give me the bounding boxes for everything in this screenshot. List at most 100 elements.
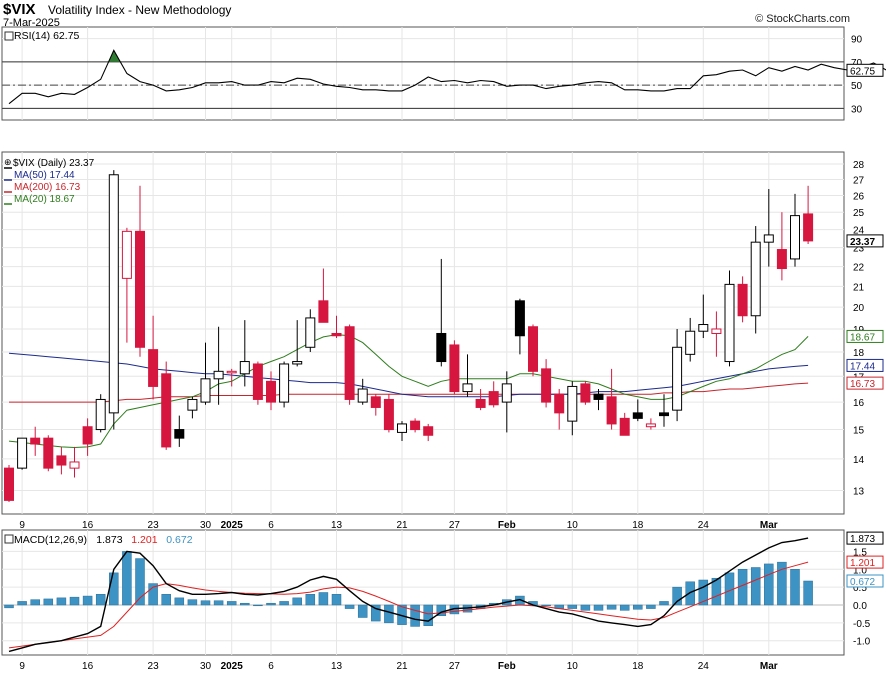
price-legend-entry: MA(50) 17.44: [14, 170, 75, 181]
candle-body: [501, 383, 512, 403]
chart-name: Volatility Index - New Methodology: [48, 3, 232, 17]
macd-histogram-bar: [43, 598, 54, 606]
price-last-value: 17.44: [850, 361, 875, 372]
macd-last-value-box: [846, 574, 884, 588]
candle-body: [161, 373, 172, 448]
macd-x-label: 18: [632, 661, 644, 672]
price-x-label: 21: [396, 520, 408, 531]
candle-body: [95, 398, 106, 431]
candle-body: [672, 346, 683, 411]
price-tick-label: 13: [853, 486, 865, 497]
macd-histogram-bar: [292, 597, 302, 606]
candle-body: [763, 234, 774, 243]
macd-histogram-bar: [410, 604, 420, 627]
price-tick-label: 23: [853, 244, 865, 255]
candle-body: [685, 330, 696, 355]
candle-body: [659, 412, 669, 417]
macd-histogram-bar: [148, 583, 158, 606]
macd-histogram-bar: [384, 604, 394, 624]
macd-histogram-bar: [279, 601, 289, 606]
macd-histogram-bar: [69, 596, 80, 606]
macd-histogram-bar: [750, 567, 761, 606]
candle-body: [541, 368, 552, 403]
price-tick-label: 15: [853, 426, 865, 437]
macd-histogram-bar: [711, 577, 722, 606]
candle-body: [776, 249, 787, 270]
candle-body: [462, 383, 473, 393]
macd-histogram-bar: [200, 600, 211, 606]
price-x-label: 27: [449, 520, 461, 531]
macd-tick-label: 0.0: [853, 601, 867, 612]
candle-body: [344, 326, 355, 400]
price-x-label: 6: [268, 520, 274, 531]
macd-histogram-bar: [580, 604, 591, 611]
macd-x-label: 21: [396, 661, 408, 672]
macd-histogram-bar: [672, 586, 682, 606]
price-x-label: Feb: [498, 520, 516, 531]
candle-body: [148, 349, 159, 387]
chart-date: 7-Mar-2025: [3, 17, 60, 29]
rsi-tick-label: 30: [851, 104, 863, 115]
rsi-overbought-fill: [108, 50, 121, 62]
candle-body: [724, 283, 735, 363]
macd-x-label: 27: [449, 661, 461, 672]
macd-last-value-box: [846, 555, 884, 569]
macd-signal-line: [8, 561, 809, 649]
price-last-value-box: [846, 234, 884, 248]
rsi-legend-icon: [4, 31, 14, 41]
macd-histogram-bar: [344, 604, 355, 609]
rsi-line: [8, 49, 886, 105]
macd-tick-label: 1.0: [853, 565, 867, 576]
macd-histogram-bar: [777, 561, 787, 606]
candle-body: [305, 317, 316, 348]
price-legend-entry: MA(200) 16.73: [14, 182, 81, 193]
macd-last-value: 1.201: [850, 558, 875, 569]
price-x-label: 30: [200, 520, 212, 531]
candle-body: [17, 437, 28, 469]
price-x-label: 24: [698, 520, 710, 531]
price-tick-label: 14: [853, 455, 865, 466]
candle-body: [737, 283, 748, 317]
macd-histogram-bar: [685, 581, 695, 606]
candle-body: [226, 370, 237, 374]
macd-histogram-bar: [318, 592, 329, 606]
macd-x-label: 23: [148, 661, 160, 672]
macd-histogram-bar: [213, 600, 224, 606]
macd-histogram-bar: [4, 604, 14, 609]
candle-body: [370, 396, 381, 408]
macd-histogram-bar: [240, 602, 250, 606]
candle-body: [750, 241, 761, 317]
macd-x-label: 6: [268, 661, 274, 672]
macd-histogram-bar: [161, 594, 171, 606]
candle-body: [554, 393, 565, 414]
macd-histogram-bar: [790, 569, 800, 606]
macd-histogram-bar: [633, 604, 643, 610]
macd-histogram-bar: [266, 602, 276, 606]
price-tick-label: 20: [853, 303, 865, 314]
macd-histogram-bar: [567, 604, 578, 609]
macd-legend-value: 0.672: [166, 534, 192, 546]
price-x-label: 16: [82, 520, 94, 531]
candle-body: [593, 393, 604, 400]
price-tick-label: 21: [853, 282, 865, 293]
price-legend-icon: ⊕: [4, 157, 12, 167]
macd-histogram-bar: [122, 551, 132, 606]
candle-body: [213, 370, 224, 380]
macd-histogram-bar: [357, 604, 368, 618]
price-last-value-box: [846, 329, 884, 343]
macd-x-label: 16: [82, 661, 94, 672]
macd-histogram-bar: [226, 601, 237, 606]
candle-body: [43, 437, 54, 469]
macd-histogram-bar: [803, 580, 813, 606]
macd-histogram-bar: [764, 563, 774, 606]
price-legend-entry: $VIX (Daily) 23.37: [13, 158, 95, 169]
macd-histogram-bar: [423, 604, 433, 626]
rsi-tick-label: 50: [851, 81, 863, 92]
price-x-label: 23: [148, 520, 160, 531]
price-last-value: 23.37: [850, 237, 875, 248]
candle-body: [488, 391, 499, 406]
macd-tick-label: 0.5: [853, 583, 867, 594]
macd-x-label: 24: [698, 661, 710, 672]
candle-body: [292, 361, 303, 365]
chart-symbol: $VIX: [3, 1, 36, 18]
